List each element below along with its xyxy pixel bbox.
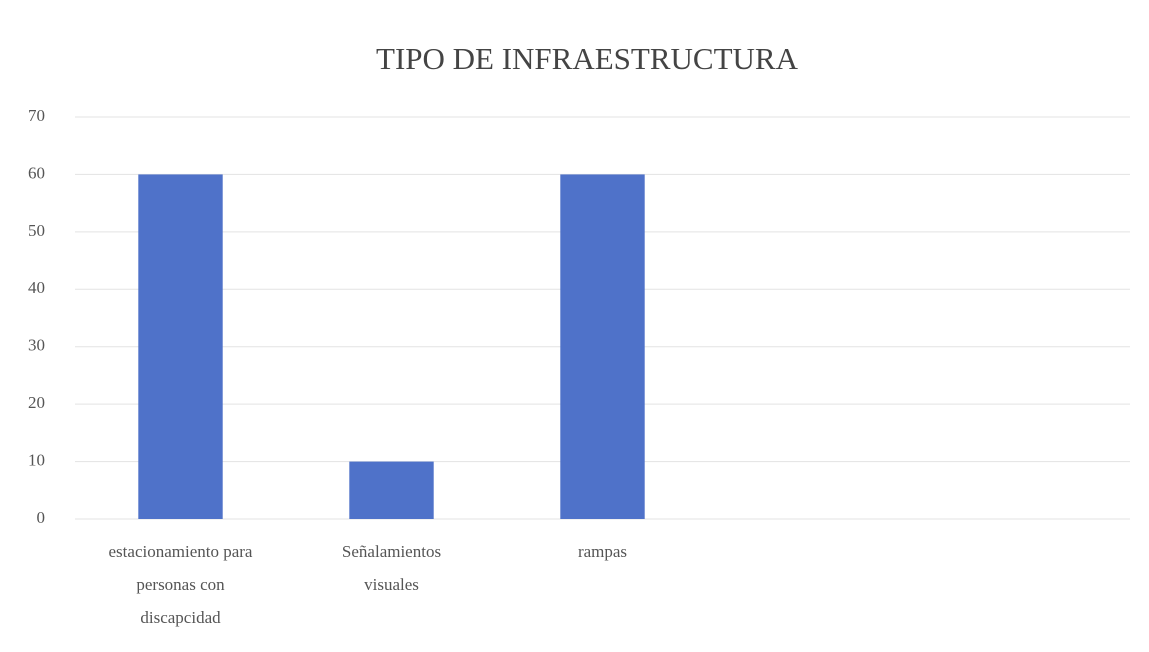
y-tick-label: 40: [28, 278, 45, 297]
chart: TIPO DE INFRAESTRUCTURA 0 10 20 30 40 50 60 70 e…: [0, 0, 1149, 647]
y-tick-label: 20: [28, 393, 45, 412]
x-tick-label: estacionamiento parapersonas condiscapci…: [109, 542, 253, 627]
y-tick-label: 0: [37, 508, 46, 527]
bar: [349, 462, 433, 519]
y-tick-label: 30: [28, 336, 45, 355]
y-tick-label: 70: [28, 106, 45, 125]
y-tick-label: 10: [28, 450, 45, 469]
x-tick-label: Señalamientosvisuales: [342, 542, 441, 594]
y-tick-label: 50: [28, 221, 45, 240]
chart-title: TIPO DE INFRAESTRUCTURA: [376, 41, 799, 76]
x-tick-label: rampas: [578, 542, 627, 561]
bar: [560, 174, 644, 519]
bar: [138, 174, 222, 519]
y-tick-label: 60: [28, 163, 45, 182]
page: {"chart_data": {"type": "bar", "title": …: [0, 0, 1149, 647]
